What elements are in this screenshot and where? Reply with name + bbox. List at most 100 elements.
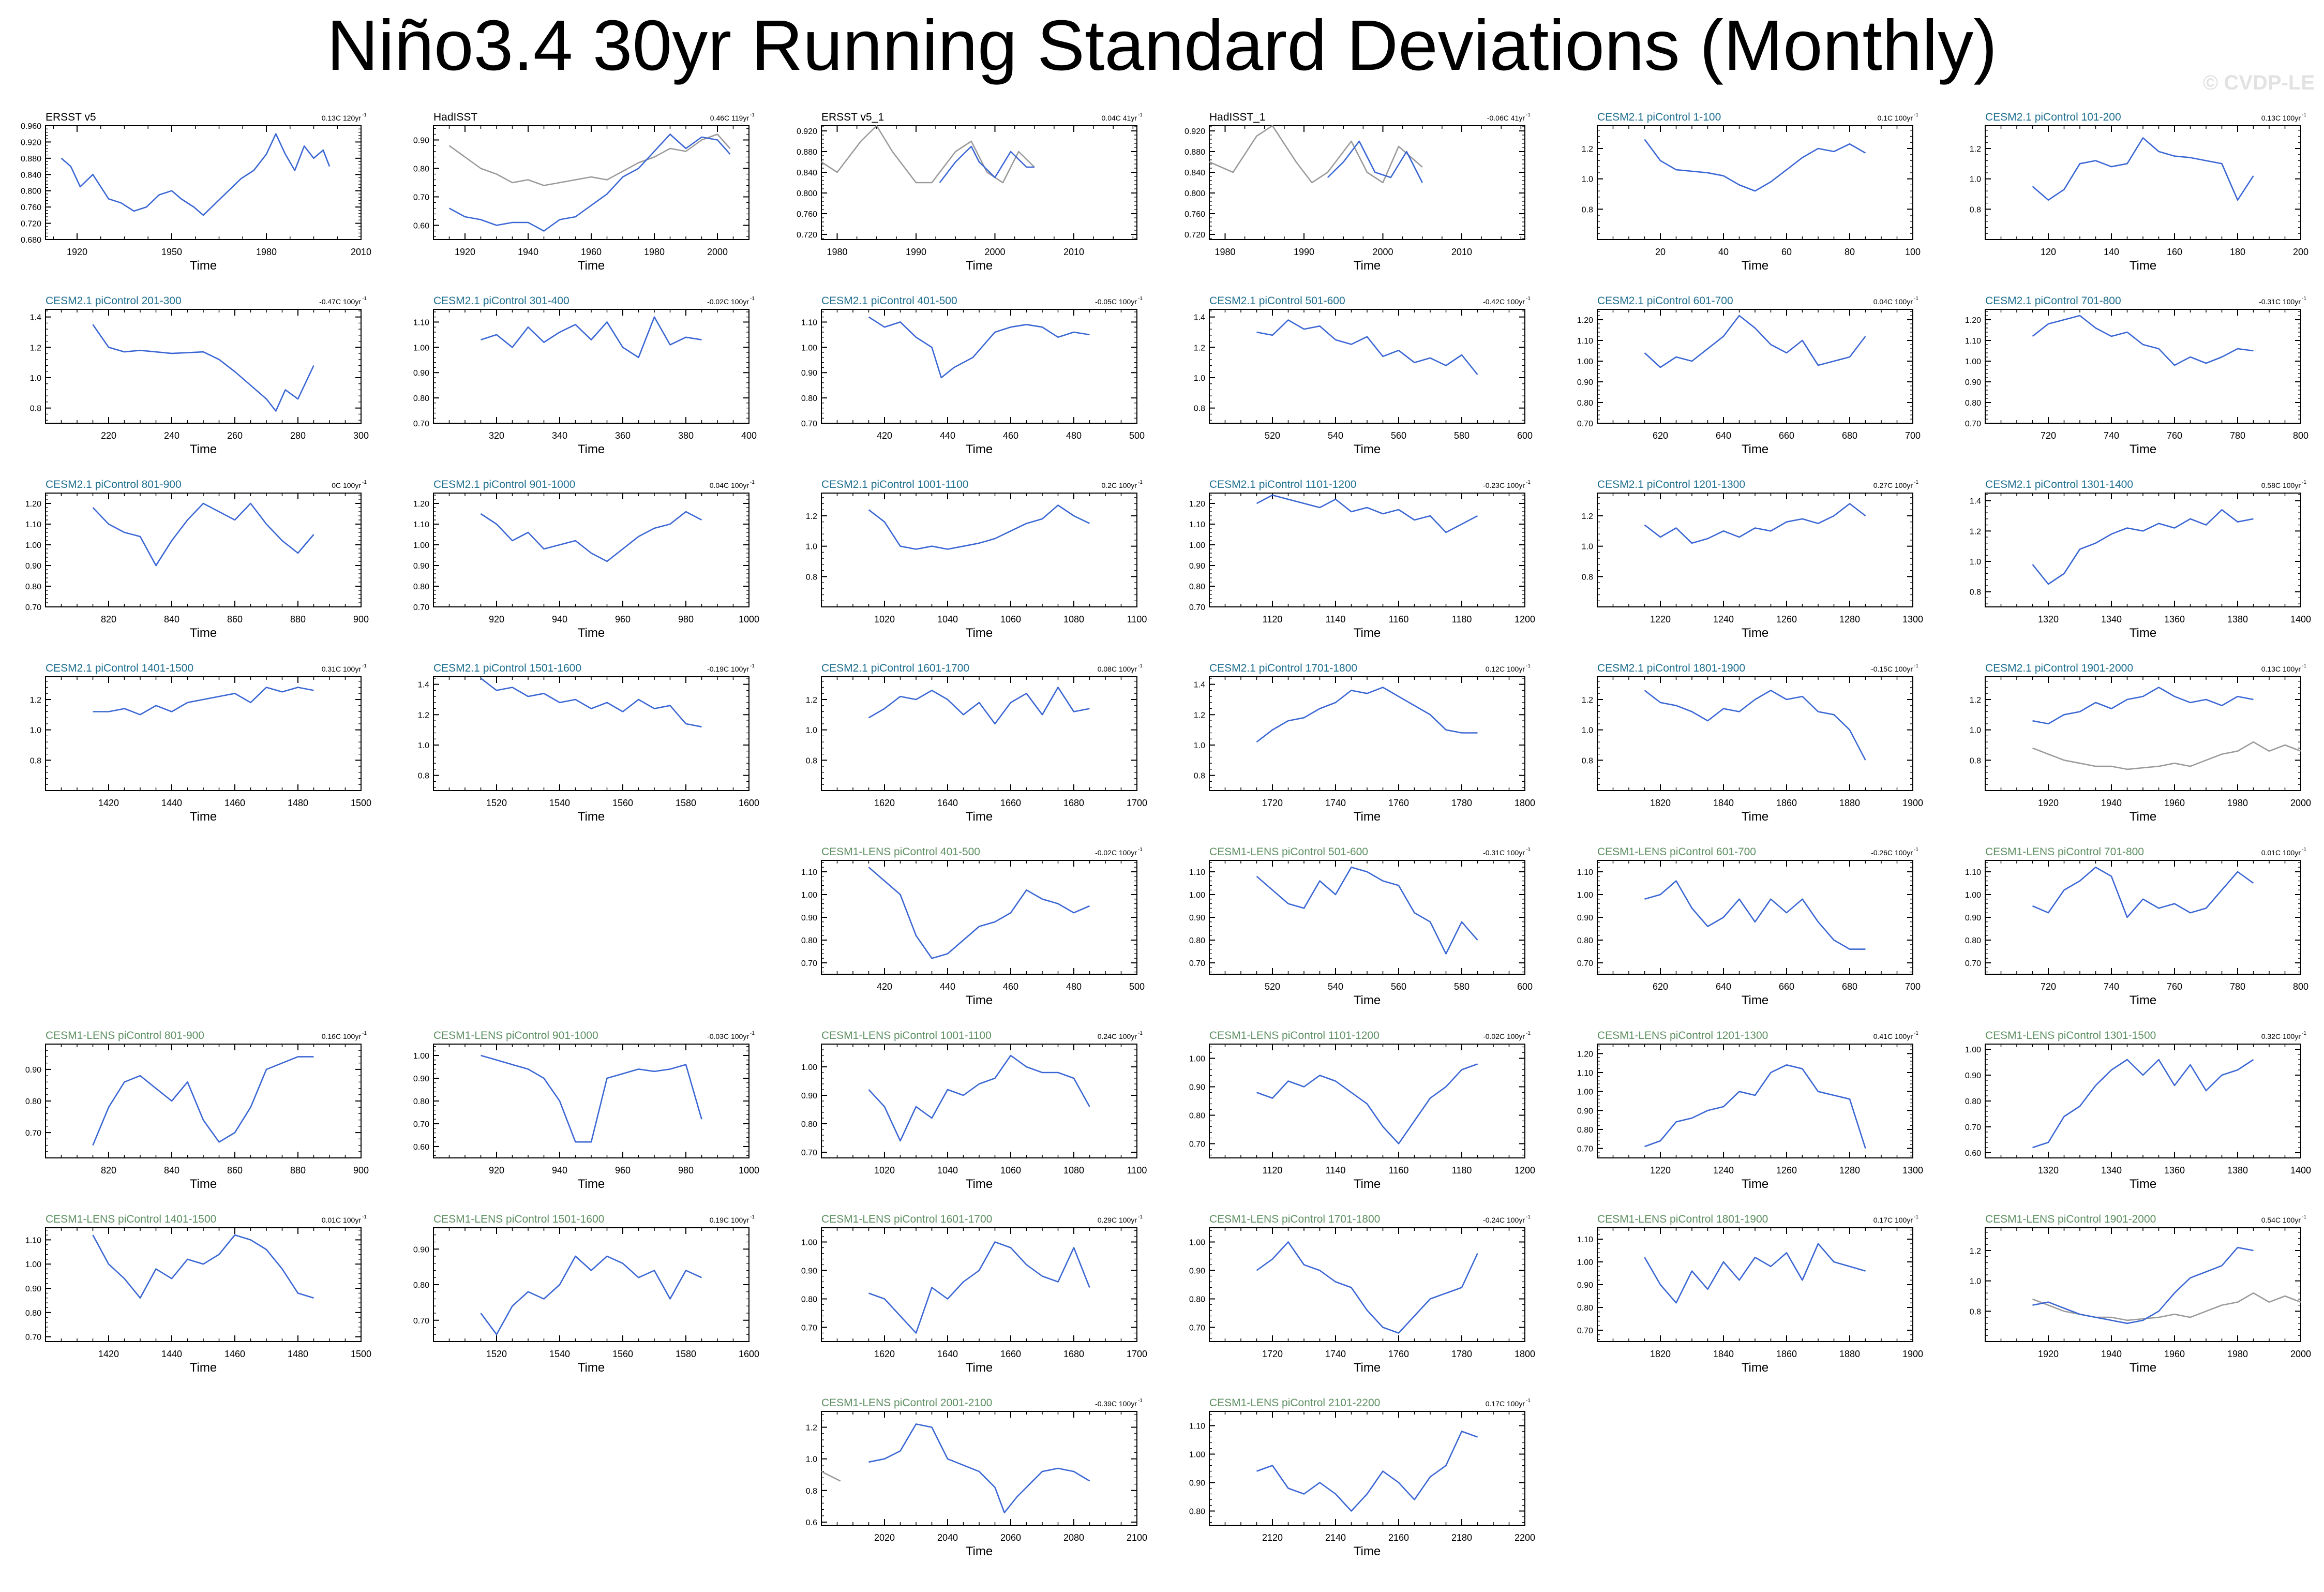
plot-frame — [1597, 860, 1913, 975]
y-tick-label: 0.8 — [1194, 772, 1205, 781]
plot-frame — [1209, 1227, 1525, 1342]
x-tick-label: 1180 — [1452, 614, 1472, 624]
trend-exponent: -1 — [1914, 1214, 1918, 1220]
plot-frame — [1209, 125, 1525, 240]
x-tick-label: 1340 — [2101, 1165, 2122, 1176]
chart-title: CESM1-LENS piControl 1901-2000 — [1985, 1213, 2156, 1225]
chart-svg: CESM1-LENS piControl 1901-2000 0.54C 100y… — [1970, 1213, 2311, 1375]
chart-svg: CESM2.1 piControl 1501-1600 -0.19C 100yr -… — [418, 662, 759, 824]
y-tick-label: 0.70 — [413, 1317, 429, 1326]
y-tick-label: 0.90 — [1577, 914, 1593, 923]
x-tick-label: 1180 — [1452, 1165, 1472, 1176]
model-series-line — [92, 324, 314, 412]
x-tick-label: 740 — [2104, 981, 2119, 992]
trend-label: -0.03C 100yr — [707, 1032, 749, 1040]
x-tick-label: 920 — [489, 614, 504, 624]
y-tick-label: 0.760 — [21, 203, 41, 212]
y-tick-label: 0.800 — [797, 189, 817, 198]
plot-frame — [1597, 676, 1913, 791]
chart-svg: CESM2.1 piControl 701-800 -0.31C 100yr -1 7… — [1965, 295, 2308, 456]
y-tick-label: 0.70 — [1189, 603, 1205, 612]
chart-panel: CESM1-LENS piControl 1401-1500 0.01C 100y… — [5, 1213, 380, 1379]
trend-exponent: -1 — [1914, 296, 1918, 302]
chart-title: CESM2.1 piControl 1-100 — [1597, 111, 1721, 123]
chart-svg: CESM1-LENS piControl 801-900 0.16C 100yr -… — [25, 1030, 369, 1191]
x-tick-label: 1140 — [1326, 1165, 1346, 1176]
x-axis-label: Time — [2130, 442, 2156, 456]
x-tick-label: 720 — [2041, 430, 2056, 441]
x-axis-label: Time — [966, 810, 993, 824]
chart-title: CESM1-LENS piControl 1101-1200 — [1209, 1030, 1380, 1042]
x-tick-label: 700 — [1905, 430, 1921, 441]
x-tick-label: 1500 — [351, 1349, 371, 1359]
plot-frame — [45, 676, 362, 791]
x-tick-label: 1420 — [98, 1349, 119, 1359]
trend-label: 0.12C 100yr — [1486, 665, 1525, 673]
x-axis-label: Time — [966, 259, 993, 273]
model-series-line — [868, 504, 1090, 550]
plot-frame — [1209, 1044, 1525, 1158]
x-tick-label: 1300 — [1902, 614, 1923, 624]
plot-frame — [1597, 1044, 1913, 1158]
chart-svg: CESM1-LENS piControl 1301-1500 0.32C 100y… — [1965, 1030, 2311, 1191]
chart-svg: CESM2.1 piControl 1901-2000 0.13C 100yr -1… — [1970, 662, 2311, 824]
x-tick-label: 1160 — [1389, 614, 1409, 624]
y-tick-label: 0.90 — [1189, 562, 1205, 571]
x-axis-label: Time — [966, 993, 993, 1007]
trend-label: 0.58C 100yr — [2261, 481, 2301, 489]
x-tick-label: 200 — [2293, 247, 2308, 257]
y-tick-label: 1.10 — [1577, 868, 1593, 877]
model-series-line — [2032, 687, 2254, 725]
y-tick-label: 1.00 — [1577, 1258, 1593, 1267]
x-tick-label: 1100 — [1127, 1165, 1147, 1176]
model-series-line — [1256, 687, 1478, 743]
y-tick-label: 1.0 — [1582, 175, 1593, 184]
x-axis-label: Time — [2130, 993, 2156, 1007]
y-tick-label: 0.90 — [801, 369, 817, 378]
x-tick-label: 1840 — [1713, 798, 1734, 808]
x-tick-label: 980 — [678, 1165, 694, 1176]
y-tick-label: 0.800 — [21, 187, 41, 196]
chart-title: CESM2.1 piControl 201-300 — [46, 295, 182, 307]
y-tick-label: 0.80 — [1577, 1126, 1593, 1135]
y-tick-label: 0.70 — [1965, 420, 1981, 428]
trend-exponent: -1 — [362, 112, 367, 118]
x-tick-label: 840 — [164, 1165, 179, 1176]
x-axis-label: Time — [1742, 1361, 1768, 1375]
x-tick-label: 1940 — [518, 247, 538, 257]
y-tick-label: 1.10 — [413, 318, 429, 327]
chart-svg: ERSST v5 0.13C 120yr -1 1920 1950 1980 2010 Tim… — [21, 111, 371, 273]
y-tick-label: 1.0 — [806, 543, 817, 552]
x-tick-label: 1480 — [288, 798, 308, 808]
y-tick-label: 1.10 — [413, 520, 429, 529]
x-tick-label: 1640 — [937, 798, 958, 808]
chart-panel: CESM1-LENS piControl 501-600 -0.31C 100yr… — [1169, 846, 1544, 1011]
chart-title: CESM2.1 piControl 1801-1900 — [1597, 662, 1745, 674]
model-series-line — [448, 133, 731, 232]
x-tick-label: 1720 — [1262, 1349, 1283, 1359]
x-axis-label: Time — [190, 1177, 217, 1191]
chart-title: CESM2.1 piControl 601-700 — [1597, 295, 1733, 307]
model-series-line — [481, 1054, 702, 1143]
x-tick-label: 1700 — [1127, 1349, 1147, 1359]
y-tick-label: 0.70 — [1965, 1123, 1981, 1132]
x-tick-label: 120 — [2041, 247, 2056, 257]
y-tick-label: 1.0 — [1582, 543, 1593, 552]
plot-frame — [433, 1227, 749, 1342]
x-tick-label: 1000 — [739, 1165, 759, 1176]
x-tick-label: 2000 — [2290, 798, 2311, 808]
reference-series-line — [2032, 1292, 2301, 1321]
y-tick-label: 0.80 — [25, 1097, 41, 1106]
x-axis-label: Time — [966, 1544, 993, 1558]
trend-exponent: -1 — [1914, 1031, 1918, 1036]
x-tick-label: 1580 — [676, 798, 696, 808]
x-tick-label: 1960 — [2164, 798, 2185, 808]
x-tick-label: 1780 — [1451, 1349, 1472, 1359]
trend-label: 0.32C 100yr — [2261, 1032, 2301, 1040]
y-tick-label: 1.4 — [30, 314, 41, 322]
chart-panel: CESM1-LENS piControl 1501-1600 0.19C 100y… — [393, 1213, 768, 1379]
chart-panel: CESM1-LENS piControl 1701-1800 -0.24C 100… — [1169, 1213, 1544, 1379]
x-tick-label: 140 — [2104, 247, 2119, 257]
plot-frame — [1597, 1227, 1913, 1342]
x-tick-label: 1580 — [676, 1349, 696, 1359]
